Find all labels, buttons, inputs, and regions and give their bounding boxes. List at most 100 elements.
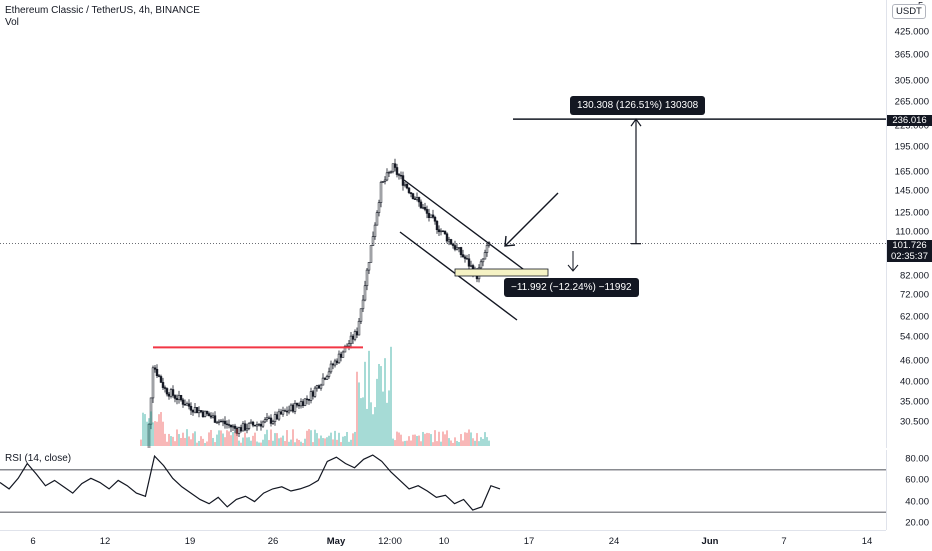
time-tick: 24	[608, 536, 620, 547]
candle-body	[307, 398, 311, 401]
down-arrowhead	[567, 264, 579, 272]
candle-body	[451, 243, 455, 246]
volume-bar	[238, 440, 240, 446]
price-pane[interactable]	[0, 0, 886, 448]
price-tick: 35.000	[899, 396, 929, 408]
rsi-legend[interactable]: RSI (14, close)	[5, 453, 72, 464]
candle-body	[167, 393, 171, 397]
candle-body	[239, 427, 243, 432]
candle-body	[187, 403, 191, 407]
volume-bar	[374, 407, 376, 446]
volume-bar	[318, 438, 320, 446]
volume-bar	[476, 433, 478, 446]
candle-body	[161, 382, 165, 388]
volume-bar	[400, 434, 402, 446]
volume-bar	[394, 440, 396, 446]
volume-bar	[306, 430, 308, 446]
candle-body	[281, 410, 285, 415]
candle-body	[353, 331, 357, 340]
volume-legend[interactable]: Vol	[5, 17, 19, 28]
volume-bar	[146, 421, 148, 446]
price-axis[interactable]: 425.000 365.000 305.000 265.000 225.000 195.0…	[886, 0, 932, 448]
volume-bar	[204, 442, 206, 446]
volume-bar	[390, 346, 392, 446]
candle-body	[463, 256, 467, 259]
volume-bar	[292, 429, 294, 446]
volume-bar	[156, 421, 158, 446]
currency-button[interactable]: USDT	[892, 4, 926, 19]
volume-bar	[358, 382, 360, 446]
volume-bar	[312, 442, 314, 446]
volume-bar	[398, 432, 400, 446]
candle-body	[447, 239, 451, 242]
candle-body	[339, 353, 343, 358]
time-axis[interactable]: 6 12 19 26 May 12:00 10 17 24 Jun 7 14	[0, 530, 886, 551]
candle-body	[293, 402, 297, 412]
volume-bar	[458, 442, 460, 446]
candle-body	[291, 404, 295, 412]
volume-bar	[436, 441, 438, 446]
rsi-chart	[0, 454, 886, 513]
rsi-pane[interactable]	[0, 450, 886, 530]
candle-body	[455, 247, 459, 250]
volume-bar	[174, 441, 176, 446]
volume-bar	[418, 435, 420, 446]
candle-body	[403, 184, 407, 186]
candle-body	[271, 421, 275, 424]
volume-bar	[460, 434, 462, 446]
price-tick: 305.000	[894, 75, 929, 87]
candle-body	[193, 407, 197, 413]
volume-bar	[328, 435, 330, 446]
volume-bar	[302, 442, 304, 446]
candle-body	[309, 391, 313, 401]
volume-bar	[258, 442, 260, 446]
candle-body	[457, 247, 461, 249]
down-measure-label[interactable]: −11.992 (−12.24%) −11992	[504, 278, 639, 297]
candle-body	[333, 360, 337, 366]
candle-body	[443, 230, 447, 235]
candle-body	[327, 371, 331, 377]
candle-body	[203, 410, 207, 417]
volume-bar	[166, 441, 168, 446]
volume-bar	[488, 440, 490, 446]
volume-bar	[278, 438, 280, 446]
candle-body	[409, 192, 413, 194]
volume-bar	[260, 442, 262, 446]
rsi-tick: 40.00	[905, 496, 929, 508]
volume-bar	[276, 433, 278, 446]
candle-body	[205, 410, 209, 414]
volume-bar	[486, 437, 488, 446]
candle-body	[297, 404, 301, 407]
candle-body	[245, 428, 249, 431]
rsi-axis[interactable]: 80.00 60.00 40.00 20.00	[886, 450, 932, 530]
volume-bar	[272, 440, 274, 446]
price-tick: 46.000	[899, 355, 929, 367]
candle-body	[301, 401, 305, 406]
candle-body	[393, 163, 397, 168]
volume-bar	[324, 438, 326, 446]
candle-body	[165, 388, 169, 395]
candle-body	[229, 424, 233, 428]
volume-bar	[196, 442, 198, 446]
volume-bar	[270, 429, 272, 446]
volume-bar	[244, 432, 246, 446]
candle-body	[155, 368, 159, 376]
volume-bar	[256, 441, 258, 446]
price-tick: 82.000	[899, 270, 929, 282]
candle-body	[257, 423, 261, 426]
candle-body	[439, 230, 443, 233]
up-measure-label[interactable]: 130.308 (126.51%) 130308	[570, 96, 706, 115]
candle-body	[465, 258, 469, 260]
volume-bar	[382, 391, 384, 446]
candle-body	[179, 394, 183, 401]
volume-bar	[264, 434, 266, 446]
candle-body	[351, 335, 355, 340]
symbol-legend[interactable]: Ethereum Classic / TetherUS, 4h, BINANCE	[5, 5, 200, 16]
volume-bar	[350, 439, 352, 446]
candle-body	[467, 258, 471, 267]
breakout-arrow	[504, 192, 559, 247]
time-tick: 14	[861, 536, 873, 547]
price-tick: 62.000	[899, 311, 929, 323]
volume-bar	[164, 433, 166, 446]
candle-body	[173, 395, 177, 399]
